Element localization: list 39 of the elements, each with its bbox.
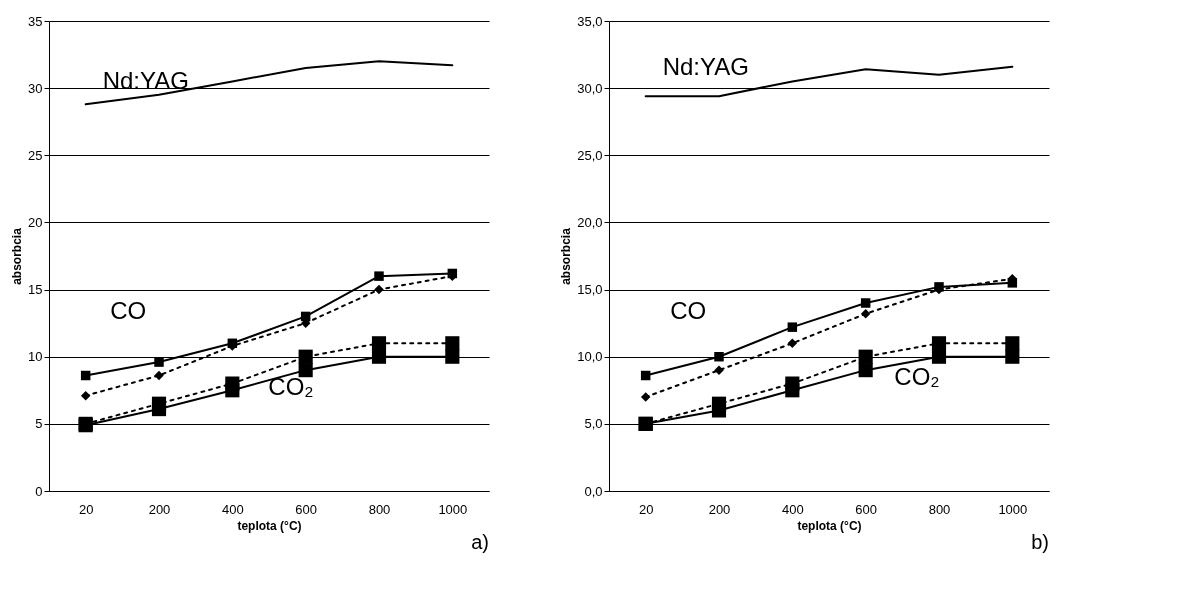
annotation: CO₂ (894, 363, 940, 391)
y-tick-label: 20,0 (577, 214, 603, 230)
y-axis-title: absorbcia (559, 227, 574, 285)
x-tick-label: 20 (638, 501, 654, 517)
y-tick-label: 20 (28, 214, 43, 230)
annotation: Nd:YAG (662, 53, 749, 80)
x-tick-label: 1000 (438, 501, 468, 517)
annotation: CO₂ (268, 372, 314, 400)
text: b) (1031, 531, 1049, 553)
text: a) (471, 531, 489, 553)
x-tick-label: 400 (781, 501, 804, 517)
y-tick-label: 30,0 (577, 80, 603, 96)
x-tick-label: 20 (78, 501, 94, 517)
x-axis-title: teplota (°C) (797, 518, 862, 533)
x-tick-label: 600 (295, 501, 318, 517)
x-tick-label: 600 (855, 501, 878, 517)
y-axis-title: absorbcia (10, 227, 25, 285)
y-tick-label: 25,0 (577, 147, 603, 163)
y-tick-label: 5 (35, 416, 43, 432)
annotation: CO (110, 297, 147, 325)
y-tick-label: 35,0 (577, 13, 603, 29)
annotation: CO (670, 297, 707, 325)
y-tick-label: 15 (28, 282, 43, 298)
y-tick-label: 0,0 (584, 483, 603, 499)
y-tick-label: 0 (35, 483, 43, 499)
y-tick-label: 10 (28, 349, 43, 365)
y-tick-label: 5,0 (584, 416, 603, 432)
y-tick-label: 10,0 (577, 349, 603, 365)
x-tick-label: 1000 (998, 501, 1028, 517)
x-tick-label: 400 (221, 501, 244, 517)
y-tick-label: 15,0 (577, 282, 603, 298)
x-tick-label: 200 (148, 501, 171, 517)
x-tick-label: 200 (708, 501, 731, 517)
x-axis-title: teplota (°C) (237, 518, 302, 533)
x-tick-label: 800 (928, 501, 951, 517)
y-tick-label: 35 (28, 13, 43, 29)
x-tick-label: 800 (368, 501, 391, 517)
y-tick-label: 30 (28, 80, 43, 96)
y-tick-label: 25 (28, 147, 43, 163)
